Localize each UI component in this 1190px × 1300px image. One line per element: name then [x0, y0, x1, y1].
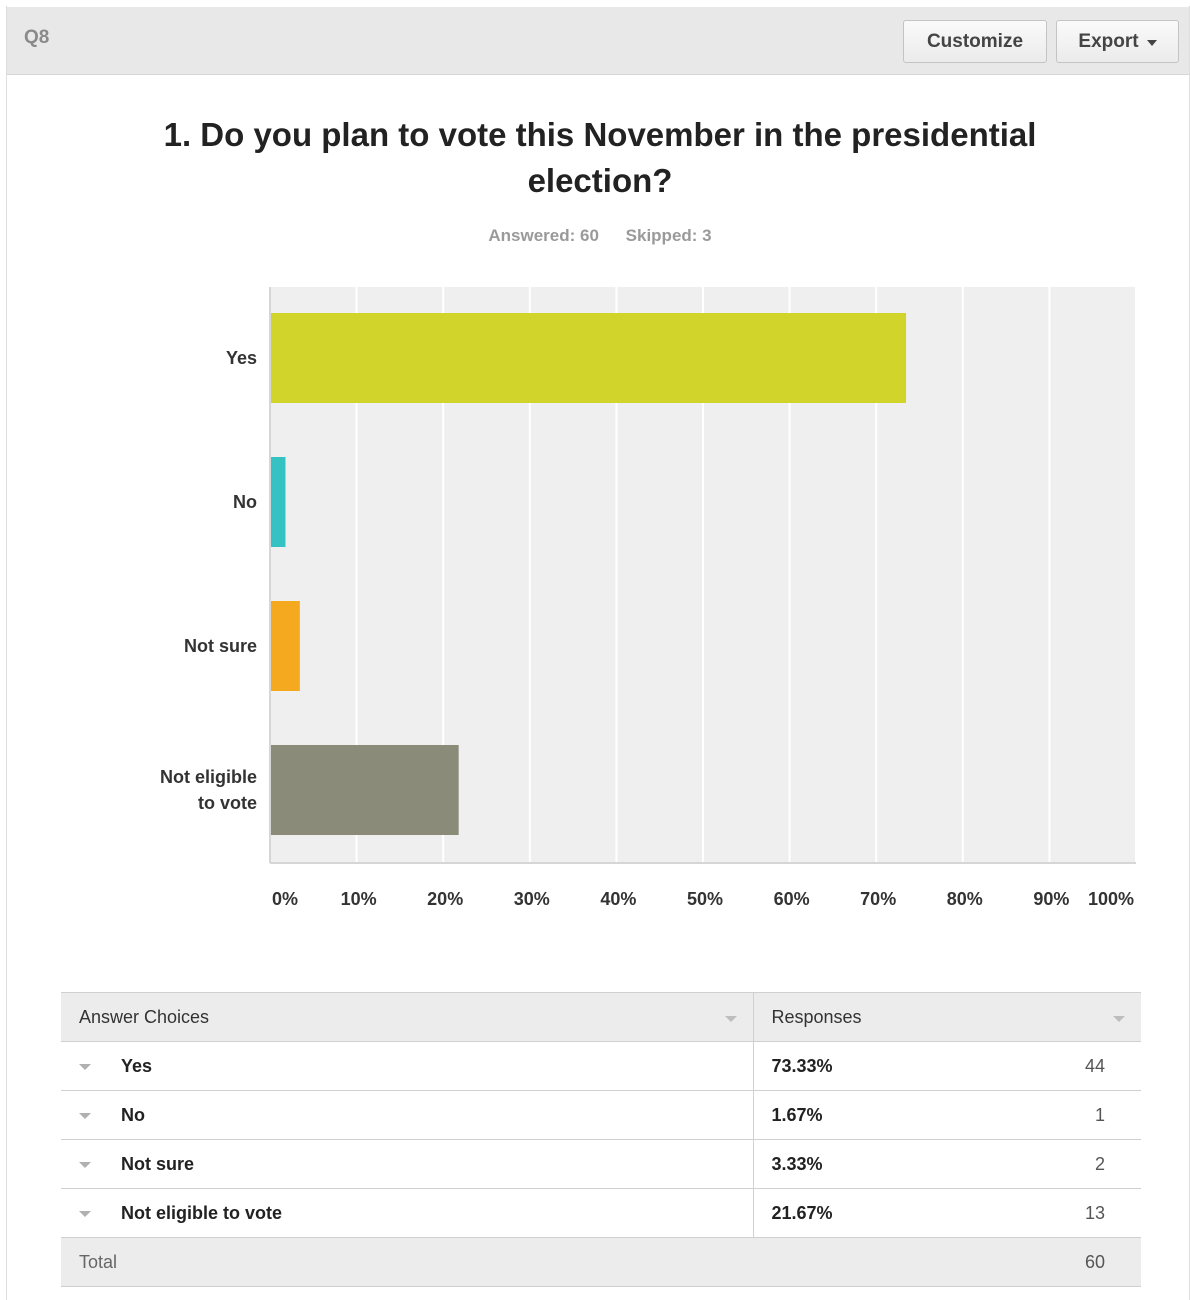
answer-table: Answer Choices Responses Yes 73.33% 44 No…: [61, 992, 1141, 1287]
response-count: 13: [1084, 1202, 1105, 1223]
x-tick-label: 80%: [947, 889, 983, 909]
table-row: Not sure 3.33% 2: [61, 1139, 1141, 1189]
export-button[interactable]: Export: [1056, 20, 1179, 63]
category-label: Yes: [226, 348, 257, 368]
question-number: Q8: [24, 27, 50, 48]
total-label: Total: [79, 1251, 118, 1272]
answered-count: Answered: 60: [488, 226, 599, 245]
bar: [271, 457, 286, 547]
question-title: 1. Do you plan to vote this November in …: [163, 116, 1037, 199]
sort-caret-icon[interactable]: [724, 1016, 737, 1022]
response-count: 44: [1084, 1055, 1105, 1076]
question-header: Q8 Customize Export: [7, 7, 1189, 75]
responses-header-label: Responses: [771, 1006, 862, 1027]
response-percent: 73.33%: [771, 1055, 833, 1076]
response-percent: 21.67%: [771, 1202, 833, 1223]
response-percent: 1.67%: [771, 1104, 823, 1125]
category-label: Not sure: [184, 636, 257, 656]
expand-caret-icon[interactable]: [79, 1112, 91, 1119]
x-tick-label: 0%: [272, 889, 298, 909]
choice-label: Yes: [121, 1055, 153, 1076]
choice-label: Not eligible to vote: [121, 1202, 283, 1223]
x-tick-label: 100%: [1088, 889, 1134, 909]
bar: [271, 601, 300, 691]
expand-caret-icon[interactable]: [79, 1063, 91, 1070]
total-row: Total 60: [61, 1237, 1141, 1287]
response-count: 1: [1094, 1104, 1105, 1125]
total-value: 60: [1084, 1251, 1105, 1272]
bar-chart: 0% 10% 20% 30% 40% 50% 60% 70% 80% 90% 100% Yes No No…: [160, 287, 1137, 909]
x-tick-label: 30%: [514, 889, 550, 909]
x-tick-label: 90%: [1033, 889, 1069, 909]
x-tick-label: 50%: [687, 889, 723, 909]
chevron-down-icon: [1146, 40, 1157, 46]
response-percent: 3.33%: [771, 1153, 823, 1174]
x-tick-label: 60%: [774, 889, 810, 909]
choice-label: Not sure: [121, 1153, 195, 1174]
table-row: No 1.67% 1: [61, 1090, 1141, 1140]
sort-caret-icon[interactable]: [1113, 1016, 1125, 1022]
bar: [271, 745, 459, 835]
bar: [271, 313, 907, 403]
table-row: Yes 73.33% 44: [61, 1041, 1141, 1091]
answer-choices-header[interactable]: Answer Choices: [61, 992, 754, 1042]
export-label: Export: [1078, 30, 1139, 52]
skipped-count: Skipped: 3: [625, 226, 712, 245]
customize-button[interactable]: Customize: [903, 20, 1047, 63]
responses-header[interactable]: Responses: [753, 992, 1141, 1042]
x-tick-label: 40%: [600, 889, 636, 909]
table-row: Not eligible to vote 21.67% 13: [61, 1188, 1141, 1238]
expand-caret-icon[interactable]: [79, 1210, 91, 1217]
answer-choices-header-label: Answer Choices: [79, 1006, 210, 1027]
category-label: No: [233, 492, 257, 512]
choice-label: No: [121, 1104, 145, 1125]
x-tick-label: 70%: [860, 889, 896, 909]
expand-caret-icon[interactable]: [79, 1161, 91, 1168]
x-tick-label: 20%: [427, 889, 463, 909]
response-count: 2: [1094, 1153, 1105, 1174]
x-tick-label: 10%: [341, 889, 377, 909]
response-stats: Answered: 60 Skipped: 3: [0, 226, 1190, 246]
category-label: Not eligible to vote: [160, 767, 257, 813]
